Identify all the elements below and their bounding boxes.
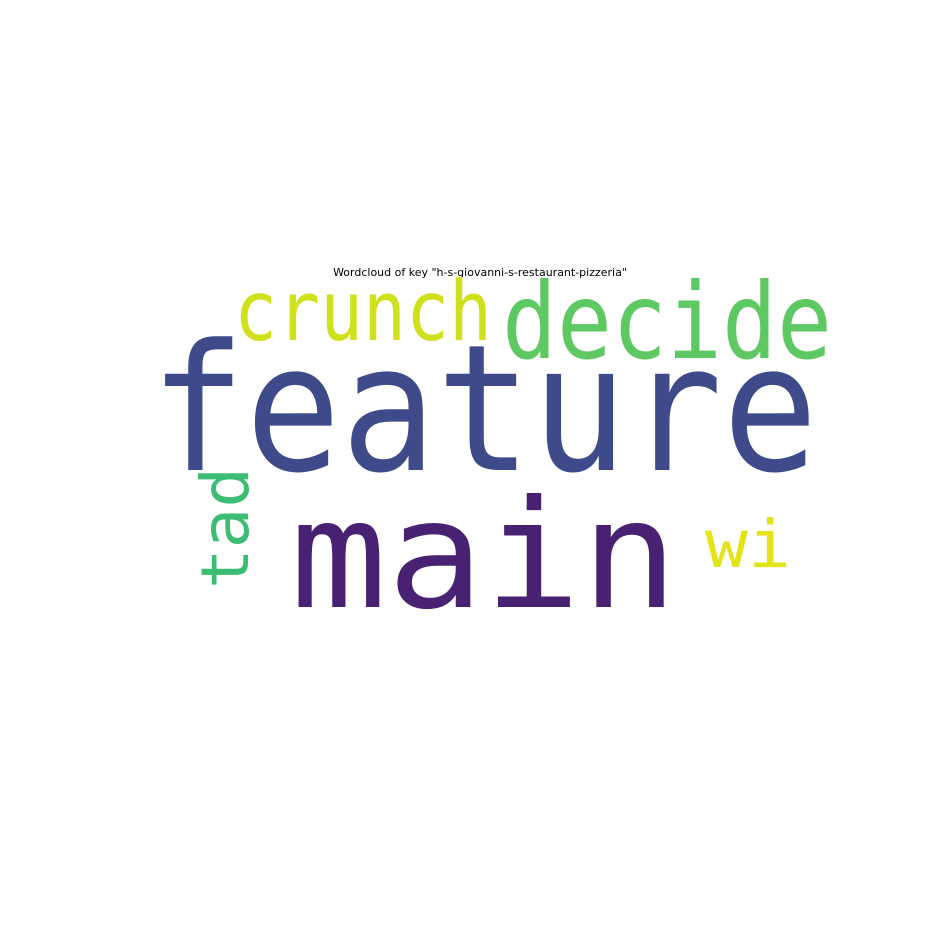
- word-wi: wi: [705, 506, 791, 583]
- word-feature: feature: [150, 307, 818, 512]
- chart-title: Wordcloud of key "h-s-giovanni-s-restaur…: [333, 266, 627, 279]
- word-crunch: crunch: [234, 263, 492, 360]
- word-tad: tad: [187, 467, 264, 589]
- word-decide: decide: [502, 261, 832, 383]
- word-main: main: [290, 469, 678, 643]
